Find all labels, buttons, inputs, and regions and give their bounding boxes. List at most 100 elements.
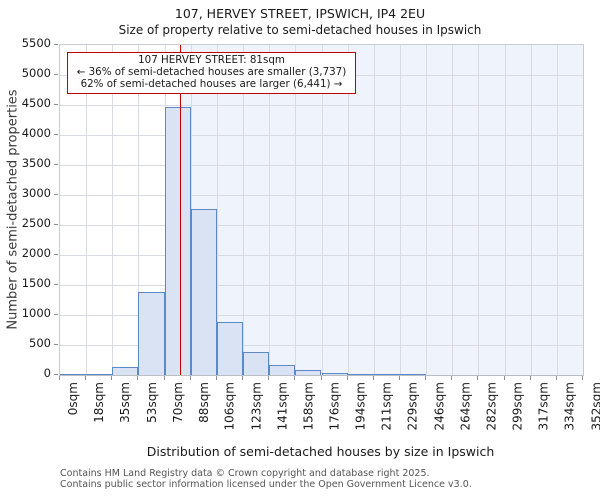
y-tick-mark — [54, 224, 58, 225]
y-tick-label: 3500 — [21, 156, 51, 170]
x-tick-mark — [242, 376, 244, 380]
x-tick-label: 352sqm — [589, 382, 600, 431]
x-tick-label: 53sqm — [144, 382, 159, 423]
y-tick-mark — [54, 254, 58, 255]
x-tick-label: 35sqm — [118, 382, 133, 423]
horizontal-gridline — [60, 135, 583, 136]
x-tick-label: 211sqm — [379, 382, 394, 431]
y-tick-label: 4000 — [21, 126, 51, 140]
x-tick-label: 317sqm — [536, 382, 551, 431]
x-tick-label: 123sqm — [249, 382, 264, 431]
x-tick-mark — [294, 376, 296, 380]
x-tick-mark — [59, 376, 60, 380]
histogram-bar — [190, 209, 217, 375]
histogram-bar — [112, 366, 139, 375]
y-tick-mark — [54, 344, 58, 345]
y-tick-label: 1500 — [21, 276, 51, 290]
horizontal-gridline — [60, 285, 583, 286]
y-tick-mark — [54, 194, 58, 195]
y-tick-label: 5000 — [21, 66, 51, 80]
x-tick-mark — [425, 376, 427, 380]
y-axis-label: Number of semi-detached properties — [5, 89, 21, 330]
x-tick-label: 299sqm — [510, 382, 525, 431]
horizontal-gridline — [60, 225, 583, 226]
x-tick-label: 88sqm — [196, 382, 211, 423]
x-tick-label: 70sqm — [170, 382, 185, 423]
horizontal-gridline — [60, 165, 583, 166]
y-tick-label: 2500 — [21, 216, 51, 230]
x-tick-mark — [189, 376, 191, 380]
y-tick-label: 5500 — [21, 36, 51, 50]
x-tick-mark — [85, 376, 87, 380]
histogram-bar — [347, 373, 374, 375]
plot-area: 107 HERVEY STREET: 81sqm ← 36% of semi-d… — [59, 44, 584, 376]
y-tick-mark — [54, 164, 58, 165]
x-tick-mark — [111, 376, 113, 380]
annotation-line-2: ← 36% of semi-detached houses are smalle… — [76, 65, 347, 78]
y-tick-mark — [54, 134, 58, 135]
histogram-bar — [373, 373, 400, 375]
vertical-gridline — [478, 45, 480, 375]
x-tick-mark — [529, 376, 531, 380]
x-tick-mark — [163, 376, 165, 380]
vertical-gridline — [86, 45, 88, 375]
y-tick-label: 4500 — [21, 96, 51, 110]
x-tick-label: 141sqm — [275, 382, 290, 431]
y-tick-label: 500 — [29, 336, 51, 350]
histogram-bar — [243, 351, 270, 375]
x-tick-mark — [268, 376, 270, 380]
x-tick-label: 18sqm — [92, 382, 107, 423]
y-tick-label: 2000 — [21, 246, 51, 260]
vertical-gridline — [295, 45, 297, 375]
chart-subtitle: Size of property relative to semi-detach… — [118, 23, 482, 37]
y-tick-mark — [54, 104, 58, 105]
x-tick-mark — [451, 376, 453, 380]
x-tick-mark — [398, 376, 400, 380]
histogram-bar — [216, 321, 244, 375]
x-tick-label: 106sqm — [222, 382, 237, 431]
histogram-bar — [60, 374, 87, 375]
x-tick-mark — [346, 376, 348, 380]
horizontal-gridline — [60, 195, 583, 196]
property-size-marker-line — [179, 45, 182, 375]
vertical-gridline — [530, 45, 532, 375]
attribution-footer: Contains HM Land Registry data © Crown c… — [60, 468, 580, 490]
histogram-bar — [164, 107, 191, 375]
vertical-gridline — [347, 45, 349, 375]
x-tick-mark — [372, 376, 374, 380]
y-tick-label: 1000 — [21, 306, 51, 320]
annotation-line-1: 107 HERVEY STREET: 81sqm — [138, 54, 285, 66]
horizontal-gridline — [60, 345, 583, 346]
vertical-gridline — [269, 45, 271, 375]
x-tick-label: 176sqm — [327, 382, 342, 431]
histogram-bar — [399, 374, 427, 375]
vertical-gridline — [452, 45, 454, 375]
vertical-gridline — [399, 45, 401, 375]
y-tick-label: 3000 — [21, 186, 51, 200]
x-tick-label: 229sqm — [405, 382, 420, 431]
vertical-gridline — [112, 45, 114, 375]
vertical-gridline — [321, 45, 323, 375]
x-tick-mark — [215, 376, 217, 380]
x-tick-label: 282sqm — [484, 382, 499, 431]
histogram-bar — [269, 364, 296, 375]
x-tick-label: 194sqm — [353, 382, 368, 431]
horizontal-gridline — [60, 105, 583, 106]
vertical-gridline — [373, 45, 375, 375]
footer-line-1: Contains HM Land Registry data © Crown c… — [60, 468, 430, 479]
larger-region-shade — [180, 45, 583, 375]
x-tick-label: 158sqm — [301, 382, 316, 431]
vertical-gridline — [216, 45, 218, 375]
x-tick-label: 246sqm — [432, 382, 447, 431]
annotation-line-3: 62% of semi-detached houses are larger (… — [80, 77, 343, 90]
vertical-gridline — [504, 45, 506, 375]
x-tick-mark — [503, 376, 505, 380]
horizontal-gridline — [60, 315, 583, 316]
horizontal-gridline — [60, 255, 583, 256]
x-tick-label: 334sqm — [562, 382, 577, 431]
vertical-gridline — [138, 45, 140, 375]
vertical-gridline — [426, 45, 428, 375]
footer-line-2: Contains public sector information licen… — [60, 479, 472, 490]
y-tick-mark — [54, 374, 58, 375]
